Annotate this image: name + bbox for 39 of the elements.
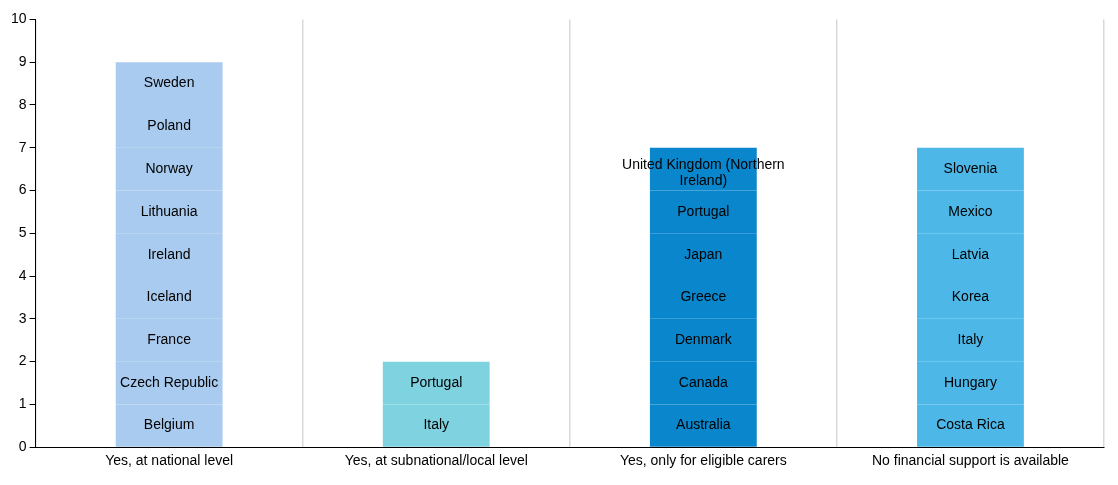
data-label: Hungary [943,373,997,390]
data-label: Norway [145,159,193,176]
data-label: Italy [957,331,984,348]
y-tick-label: 6 [18,181,27,198]
data-label: Portugal [410,373,463,390]
data-label: Italy [423,416,450,433]
x-tick-label: Yes, at subnational/local level [344,452,528,469]
data-label: Canada [678,373,729,390]
data-label: Ireland [147,245,191,262]
data-label: Sweden [143,74,195,91]
y-tick-label: 0 [18,438,27,455]
data-label: France [147,331,192,348]
data-label: Poland [147,117,191,134]
y-tick-label: 3 [18,309,27,326]
y-tick-label: 8 [18,95,27,112]
data-label: Greece [680,288,727,305]
data-label: Slovenia [943,159,998,176]
y-tick-label: 9 [18,53,27,70]
y-tick-label: 4 [18,266,27,283]
x-tick-label: No financial support is available [872,452,1070,469]
data-label: Australia [676,416,731,433]
data-label: Lithuania [140,202,198,219]
data-label: Portugal [677,202,730,219]
data-label: Japan [684,245,723,262]
data-label: Latvia [951,245,990,262]
data-label: Mexico [948,202,993,219]
x-tick-label: Yes, only for eligible carers [619,452,787,469]
y-tick-label: 10 [10,10,27,27]
y-tick-label: 1 [18,395,27,412]
data-label: Denmark [674,331,733,348]
y-tick-label: 7 [18,138,27,155]
data-label: Iceland [146,288,192,305]
x-tick-label: Yes, at national level [105,452,234,469]
data-label: Costa Rica [936,416,1005,433]
y-tick-label: 2 [18,352,27,369]
data-label: Czech Republic [120,373,219,390]
y-tick-label: 5 [18,224,27,241]
data-label: Korea [951,288,990,305]
data-label: Belgium [143,416,195,433]
